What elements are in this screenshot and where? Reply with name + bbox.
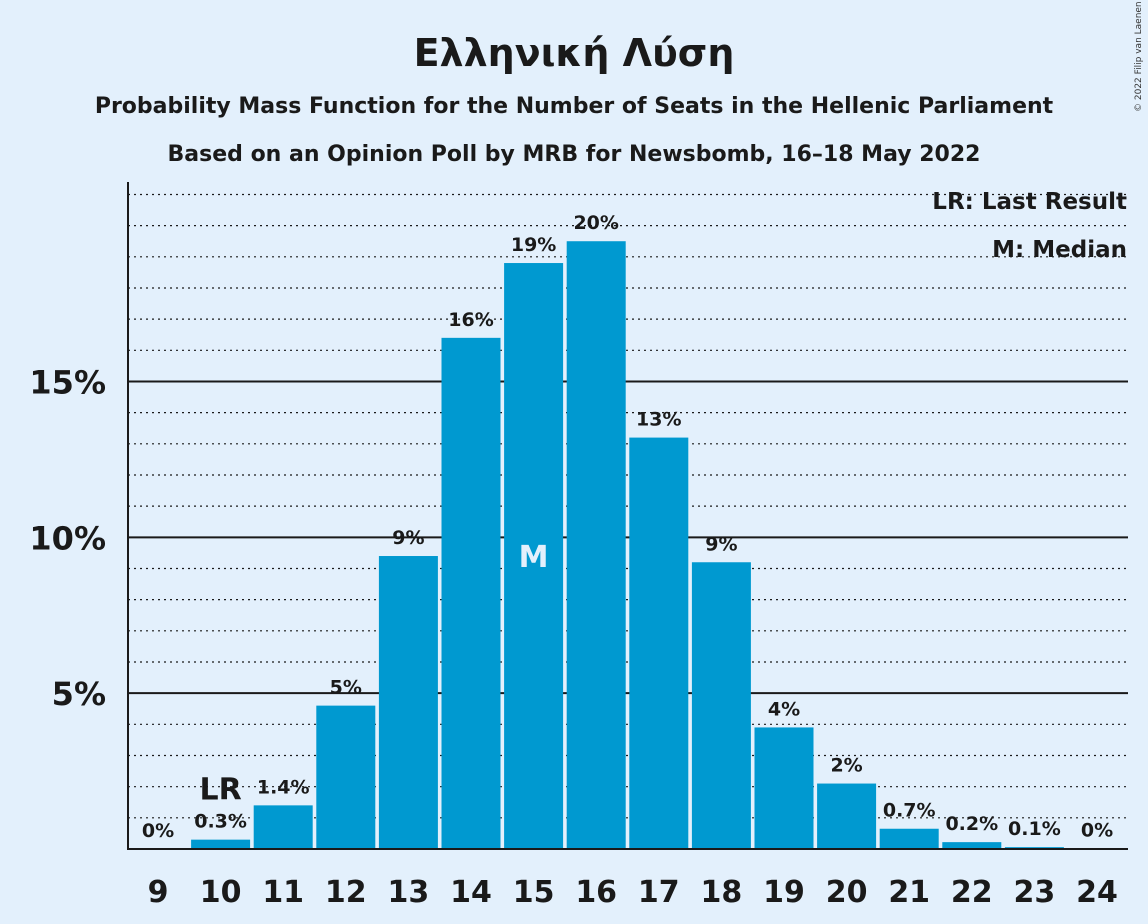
x-tick-23: 23 [1014,875,1056,910]
bar-12 [316,705,376,849]
bar-17 [629,437,689,849]
bar-15 [504,263,564,850]
x-tick-19: 19 [763,875,805,910]
data-label-15: 19% [511,234,556,256]
chart-title: Ελληνική Λύση [414,31,735,75]
x-tick-16: 16 [575,875,617,910]
bar-11 [253,805,313,849]
bar-19 [754,727,814,849]
y-tick-5: 5% [52,675,106,713]
y-axis-ticks: 5% 10% 15% [29,363,106,713]
x-tick-13: 13 [388,875,430,910]
x-tick-24: 24 [1076,875,1118,910]
data-label-17: 13% [636,409,681,431]
x-tick-17: 17 [638,875,680,910]
bar-16 [566,241,626,850]
data-label-18: 9% [705,533,737,555]
data-label-22: 0.2% [945,813,998,835]
data-labels: 0% 0.3% 1.4% 5% 9% 16% 19% 20% 13% 9% 4% 2% 0.7% 0.2%… [142,212,1113,842]
data-label-14: 16% [448,309,493,331]
chart-subtitle-source: Based on an Opinion Poll by MRB for News… [168,142,981,167]
x-tick-11: 11 [262,875,304,910]
bar-14 [441,337,501,849]
y-tick-15: 15% [29,363,106,401]
legend-entry-1: LR: Last Result [932,189,1127,215]
x-tick-21: 21 [888,875,930,910]
data-label-20: 2% [830,755,862,777]
data-label-21: 0.7% [883,800,936,822]
data-label-13: 9% [392,527,424,549]
last-result-mark: LR [199,773,241,808]
legend-entry-2: M: Median [992,237,1127,263]
bars [191,241,1127,850]
median-mark: M [519,540,549,575]
bar-13 [378,556,438,849]
bar-21 [879,828,939,849]
x-tick-18: 18 [701,875,743,910]
x-tick-12: 12 [325,875,367,910]
data-label-23: 0.1% [1008,818,1061,840]
copyright-notice: © 2022 Filip van Laenen [1134,1,1144,112]
x-axis-ticks: 9 10 11 12 13 14 15 16 17 18 19 20 21 22 23 24 [148,875,1118,910]
x-tick-10: 10 [200,875,242,910]
data-label-10: 0.3% [194,811,247,833]
bar-10 [191,839,251,849]
legend: LR: Last Result M: Median [932,189,1127,263]
y-tick-10: 10% [29,519,106,557]
bar-20 [817,783,877,849]
bar-18 [691,562,751,849]
x-tick-22: 22 [951,875,993,910]
x-tick-20: 20 [826,875,868,910]
data-label-16: 20% [573,212,618,234]
data-label-24: 0% [1081,820,1113,842]
data-label-12: 5% [330,677,362,699]
data-label-11: 1.4% [257,776,310,798]
x-tick-14: 14 [450,875,492,910]
chart-subtitle: Probability Mass Function for the Number… [95,94,1054,119]
x-tick-15: 15 [513,875,555,910]
bar-22 [942,842,1002,849]
annotations: LR M [199,540,548,808]
data-label-9: 0% [142,820,174,842]
data-label-19: 4% [768,698,800,720]
x-tick-9: 9 [148,875,169,910]
grid-lines [128,193,1128,819]
